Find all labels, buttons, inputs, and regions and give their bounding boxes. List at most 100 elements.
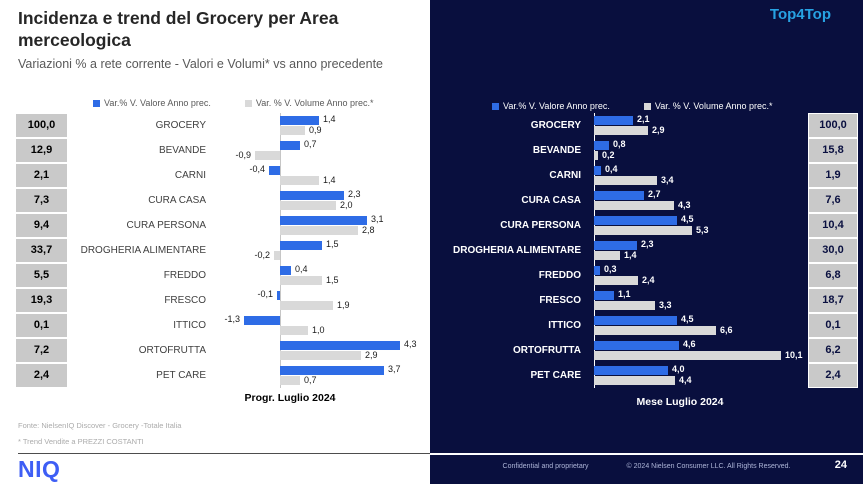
valore-bar — [280, 366, 384, 375]
axis-line — [594, 113, 595, 138]
incidence-box: 7,6 — [808, 188, 858, 213]
valore-bar-label: 3,7 — [388, 364, 401, 374]
volume-bar — [594, 126, 648, 135]
footer-divider-right — [430, 453, 863, 455]
legend-label-volume: Var. % V. Volume Anno prec.* — [255, 98, 374, 108]
valore-bar — [280, 191, 344, 200]
volume-bar-label: 2,0 — [340, 200, 353, 210]
axis-line — [594, 213, 595, 238]
volume-bar-label: 1,4 — [323, 175, 336, 185]
valore-bar-label: 0,3 — [604, 264, 617, 274]
incidence-box: 12,9 — [15, 138, 68, 163]
volume-bar-label: 2,8 — [362, 225, 375, 235]
incidence-box: 2,4 — [808, 363, 858, 388]
volume-bar — [280, 226, 358, 235]
volume-bar-label: 0,2 — [602, 150, 615, 160]
valore-bar-label: 0,4 — [605, 164, 618, 174]
legend-item-valore: Var.% V. Valore Anno prec. — [93, 98, 211, 108]
volume-bar-label: 2,9 — [652, 125, 665, 135]
volume-bar-label: -0,2 — [254, 250, 270, 260]
incidence-box: 5,5 — [15, 263, 68, 288]
volume-bar-label: 1,5 — [326, 275, 339, 285]
volume-bar — [280, 276, 322, 285]
footer-divider-left — [18, 453, 430, 454]
category-label: BEVANDE — [532, 145, 581, 156]
panel-progressivo: Incidenza e trend del Grocery per Area m… — [0, 0, 430, 484]
axis-title-left: Progr. Luglio 2024 — [244, 392, 336, 404]
bar-group: 0,7 -0,9 — [215, 138, 425, 163]
category-label: GROCERY — [155, 120, 206, 131]
axis-line — [280, 163, 281, 188]
volume-bar-label: 1,4 — [624, 250, 637, 260]
valore-bar-label: 0,7 — [304, 139, 317, 149]
axis-line — [280, 138, 281, 163]
volume-bar — [280, 126, 305, 135]
volume-bar — [594, 376, 675, 385]
confidential-text: Confidential and proprietary — [502, 463, 589, 470]
incidence-box: 100,0 — [808, 113, 858, 138]
volume-bar — [280, 376, 300, 385]
valore-bar — [594, 341, 679, 350]
bar-group: 3,7 0,7 — [215, 363, 425, 388]
bar-group: 0,8 0,2 — [590, 138, 808, 163]
axis-title-right: Mese Luglio 2024 — [636, 396, 724, 408]
volume-bar — [280, 201, 336, 210]
incidence-box: 18,7 — [808, 288, 858, 313]
incidence-box: 6,2 — [808, 338, 858, 363]
footnote-source: Fonte: NielsenIQ Discover - Grocery -Tot… — [18, 421, 182, 430]
volume-bar-label: 1,0 — [312, 325, 325, 335]
axis-line — [594, 288, 595, 313]
incidence-box: 7,2 — [15, 338, 68, 363]
category-label: CURA PERSONA — [500, 220, 581, 231]
valore-bar-label: 0,4 — [295, 264, 308, 274]
valore-bar — [280, 141, 300, 150]
valore-bar — [594, 266, 600, 275]
bar-group: 4,5 5,3 — [590, 213, 808, 238]
bar-group: 4,0 4,4 — [590, 363, 808, 388]
valore-bar — [594, 116, 633, 125]
bar-group: -0,1 1,9 — [215, 288, 425, 313]
volume-bar-label: 4,3 — [678, 200, 691, 210]
axis-line — [280, 313, 281, 338]
volume-bar — [594, 226, 692, 235]
volume-bar — [255, 151, 280, 160]
axis-line — [594, 138, 595, 163]
category-label: GROCERY — [530, 120, 581, 131]
volume-bar — [280, 351, 361, 360]
valore-bar — [277, 291, 280, 300]
volume-bar-label: 2,4 — [642, 275, 655, 285]
valore-bar-label: 4,6 — [683, 339, 696, 349]
legend-item-volume: Var. % V. Volume Anno prec.* — [244, 98, 374, 108]
valore-bar — [280, 241, 322, 250]
volume-bar-label: 6,6 — [720, 325, 733, 335]
axis-line — [594, 238, 595, 263]
bar-group: 4,3 2,9 — [215, 338, 425, 363]
axis-line — [594, 188, 595, 213]
category-label: FREDDO — [538, 270, 581, 281]
valore-bar-label: 3,1 — [371, 214, 384, 224]
incidence-box: 0,1 — [15, 313, 68, 338]
bar-group: 0,3 2,4 — [590, 263, 808, 288]
legend-label-valore: Var.% V. Valore Anno prec. — [503, 101, 610, 111]
category-label: FRESCO — [539, 295, 581, 306]
axis-line — [280, 188, 281, 213]
category-label: FREDDO — [163, 270, 206, 281]
incidence-box: 7,3 — [15, 188, 68, 213]
category-label: ITTICO — [548, 320, 581, 331]
valore-bar — [594, 191, 644, 200]
valore-bar-label: 0,8 — [613, 139, 626, 149]
incidence-box: 6,8 — [808, 263, 858, 288]
axis-line — [594, 338, 595, 363]
valore-bar-label: 2,3 — [348, 189, 361, 199]
valore-bar — [280, 341, 400, 350]
chart-progr-luglio-2024: 100,0 GROCERY 1,4 0,9 12,9 BEVANDE 0,7 -0,9 2,1 C… — [15, 113, 425, 388]
bar-group: 2,3 2,0 — [215, 188, 425, 213]
valore-bar — [594, 141, 609, 150]
legend-item-valore: Var.% V. Valore Anno prec. — [492, 101, 610, 111]
volume-bar — [594, 176, 657, 185]
axis-line — [594, 313, 595, 338]
bar-group: 2,7 4,3 — [590, 188, 808, 213]
valore-bar — [280, 266, 291, 275]
valore-bar-label: -1,3 — [224, 314, 240, 324]
category-label: BEVANDE — [158, 145, 206, 156]
